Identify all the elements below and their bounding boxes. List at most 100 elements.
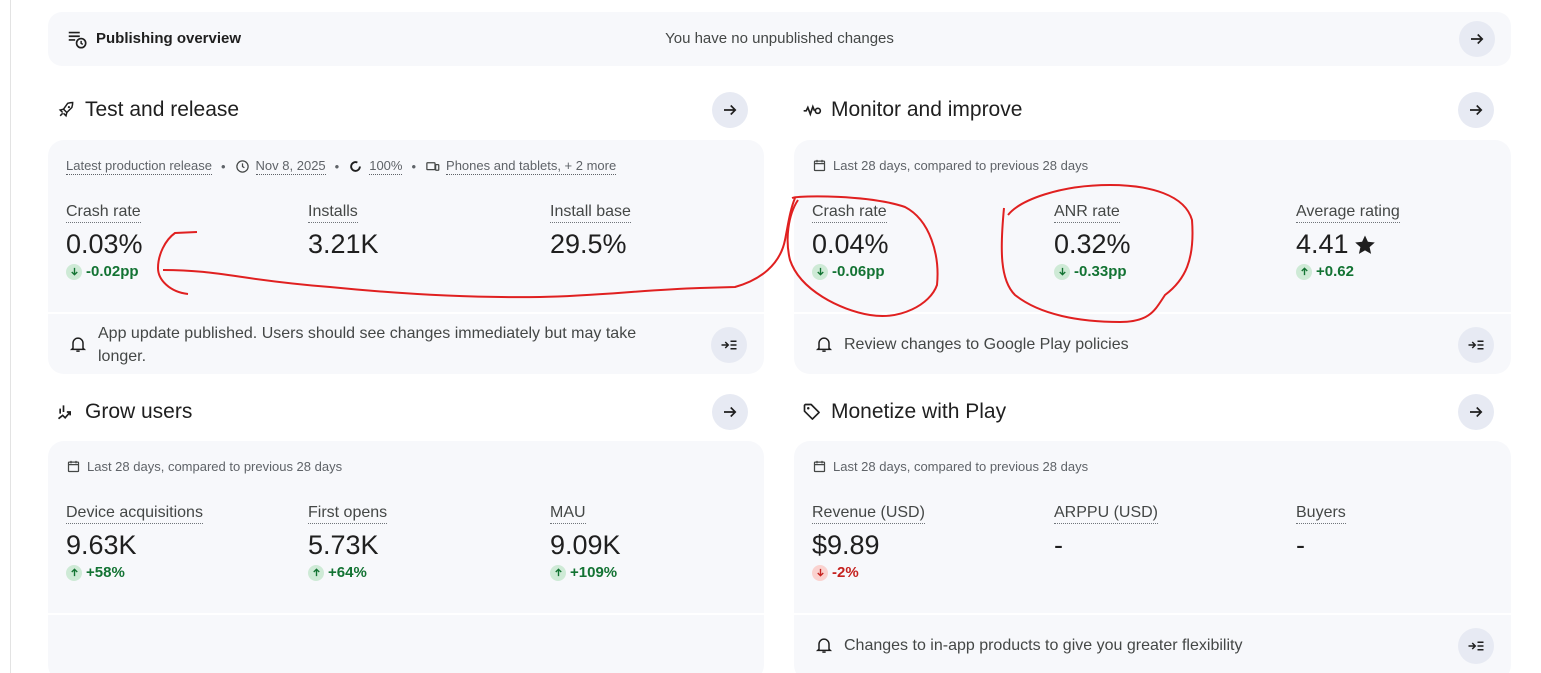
metric-install-base[interactable]: Install base 29.5% [550, 203, 631, 260]
metric-average-rating[interactable]: Average rating 4.41 +0.62 [1296, 203, 1400, 280]
arrow-forward-icon [724, 406, 737, 418]
rocket-icon [58, 101, 74, 118]
metric-revenue[interactable]: Revenue (USD) $9.89 -2% [812, 504, 925, 581]
metric-value: - [1054, 530, 1063, 560]
metric-delta: -0.06pp [812, 263, 889, 280]
metric-device-acquisitions[interactable]: Device acquisitions 9.63K +58% [66, 504, 203, 581]
grow-users-card: Last 28 days, compared to previous 28 da… [48, 441, 764, 673]
metric-delta: +0.62 [1296, 263, 1400, 280]
iap-notification-expand-button[interactable] [1458, 628, 1494, 664]
metric-label: MAU [550, 504, 586, 524]
publishing-overview-open-button[interactable] [1459, 21, 1495, 57]
period-line: Last 28 days, compared to previous 28 da… [66, 459, 342, 474]
left-divider [10, 0, 11, 673]
policy-notification-expand-button[interactable] [1458, 327, 1494, 363]
metric-delta: +109% [550, 564, 621, 581]
metric-crash-rate[interactable]: Crash rate 0.04% -0.06pp [812, 203, 889, 280]
arrow-forward-icon [1470, 406, 1483, 418]
iap-notification-row[interactable]: Changes to in-app products to give you g… [794, 613, 1511, 673]
period-line: Last 28 days, compared to previous 28 da… [812, 158, 1088, 173]
metric-label: Device acquisitions [66, 504, 203, 524]
metric-value: 0.03% [66, 229, 143, 259]
arrow-up-icon [1296, 263, 1312, 280]
metric-label: Revenue (USD) [812, 504, 925, 524]
release-notification-text: App update published. Users should see c… [98, 325, 637, 365]
metric-delta: -0.02pp [66, 263, 143, 280]
rollout-icon [350, 161, 362, 172]
monetize-open-button[interactable] [1458, 394, 1494, 430]
publishing-overview-icon [68, 31, 87, 49]
metric-delta: +58% [66, 564, 203, 581]
metric-label: Crash rate [66, 203, 141, 223]
clock-icon [235, 160, 249, 173]
test-release-title: Test and release [85, 98, 240, 121]
latest-release-link[interactable]: Latest production release [66, 158, 212, 175]
metric-label: Crash rate [812, 203, 887, 223]
bell-icon [815, 638, 833, 653]
policy-notification-text: Review changes to Google Play policies [844, 336, 1129, 353]
monitor-improve-card: Last 28 days, compared to previous 28 da… [794, 140, 1511, 374]
arrow-down-icon [1054, 263, 1070, 280]
arrow-up-icon [550, 564, 566, 581]
metric-arppu[interactable]: ARPPU (USD) - [1054, 504, 1159, 561]
release-notification-expand-button[interactable] [711, 327, 747, 363]
period-text: Last 28 days, compared to previous 28 da… [833, 459, 1089, 474]
device-types-link[interactable]: Phones and tablets, + 2 more [446, 158, 617, 175]
star-icon [1354, 235, 1375, 254]
metric-mau[interactable]: MAU 9.09K +109% [550, 504, 621, 581]
metric-value: 5.73K [308, 530, 379, 560]
release-notification-row[interactable]: App update published. Users should see c… [48, 312, 764, 374]
arrow-down-icon [812, 564, 828, 581]
test-release-open-button[interactable] [712, 92, 748, 128]
arrow-forward-icon [1470, 104, 1483, 116]
metric-label: First opens [308, 504, 388, 524]
metric-value: - [1296, 530, 1305, 560]
metric-label: Install base [550, 203, 631, 223]
grow-users-header: Grow users [48, 394, 748, 430]
monetize-title: Monetize with Play [831, 400, 1007, 423]
metric-delta: +64% [308, 564, 387, 581]
release-meta-line: Latest production release • Nov 8, 2025 … [66, 158, 617, 175]
policy-notification-row[interactable]: Review changes to Google Play policies [794, 312, 1511, 374]
release-date[interactable]: Nov 8, 2025 [255, 158, 326, 175]
metric-label: Installs [308, 203, 358, 223]
rollout-percentage[interactable]: 100% [369, 158, 403, 175]
expand-panel-icon [721, 340, 737, 350]
expand-panel-icon [1468, 340, 1484, 350]
bell-icon [815, 337, 833, 352]
iap-notification-text: Changes to in-app products to give you g… [844, 637, 1243, 654]
monitor-improve-open-button[interactable] [1458, 92, 1494, 128]
metric-value: 9.09K [550, 530, 621, 560]
metric-installs[interactable]: Installs 3.21K [308, 203, 379, 260]
grow-users-open-button[interactable] [712, 394, 748, 430]
vitals-icon [803, 104, 822, 117]
metric-value: 29.5% [550, 229, 627, 259]
publishing-overview-title: Publishing overview [96, 30, 242, 47]
test-release-header: Test and release [48, 92, 748, 128]
test-release-card: Latest production release • Nov 8, 2025 … [48, 140, 764, 374]
metric-first-opens[interactable]: First opens 5.73K +64% [308, 504, 388, 581]
metric-value: 0.32% [1054, 229, 1131, 259]
metric-label: ANR rate [1054, 203, 1120, 223]
arrow-up-icon [66, 564, 82, 581]
grow-users-icon [57, 405, 71, 420]
publishing-overview-bar[interactable]: Publishing overview You have no unpublis… [48, 12, 1511, 66]
arrow-forward-icon [1471, 33, 1484, 45]
monitor-improve-header: Monitor and improve [794, 92, 1494, 128]
grow-users-footer [48, 613, 764, 673]
arrow-forward-icon [724, 104, 737, 116]
calendar-icon [67, 460, 80, 473]
monetize-header: Monetize with Play [794, 394, 1494, 430]
arrow-down-icon [66, 263, 82, 280]
arrow-down-icon [812, 263, 828, 280]
monetize-card: Last 28 days, compared to previous 28 da… [794, 441, 1511, 673]
period-line: Last 28 days, compared to previous 28 da… [812, 459, 1088, 474]
calendar-icon [813, 460, 826, 473]
devices-icon [426, 162, 440, 171]
metric-anr-rate[interactable]: ANR rate 0.32% -0.33pp [1054, 203, 1131, 280]
expand-panel-icon [1468, 641, 1484, 651]
period-text: Last 28 days, compared to previous 28 da… [87, 459, 343, 474]
metric-delta: -2% [812, 564, 925, 581]
metric-crash-rate[interactable]: Crash rate 0.03% -0.02pp [66, 203, 143, 280]
metric-buyers[interactable]: Buyers - [1296, 504, 1346, 561]
